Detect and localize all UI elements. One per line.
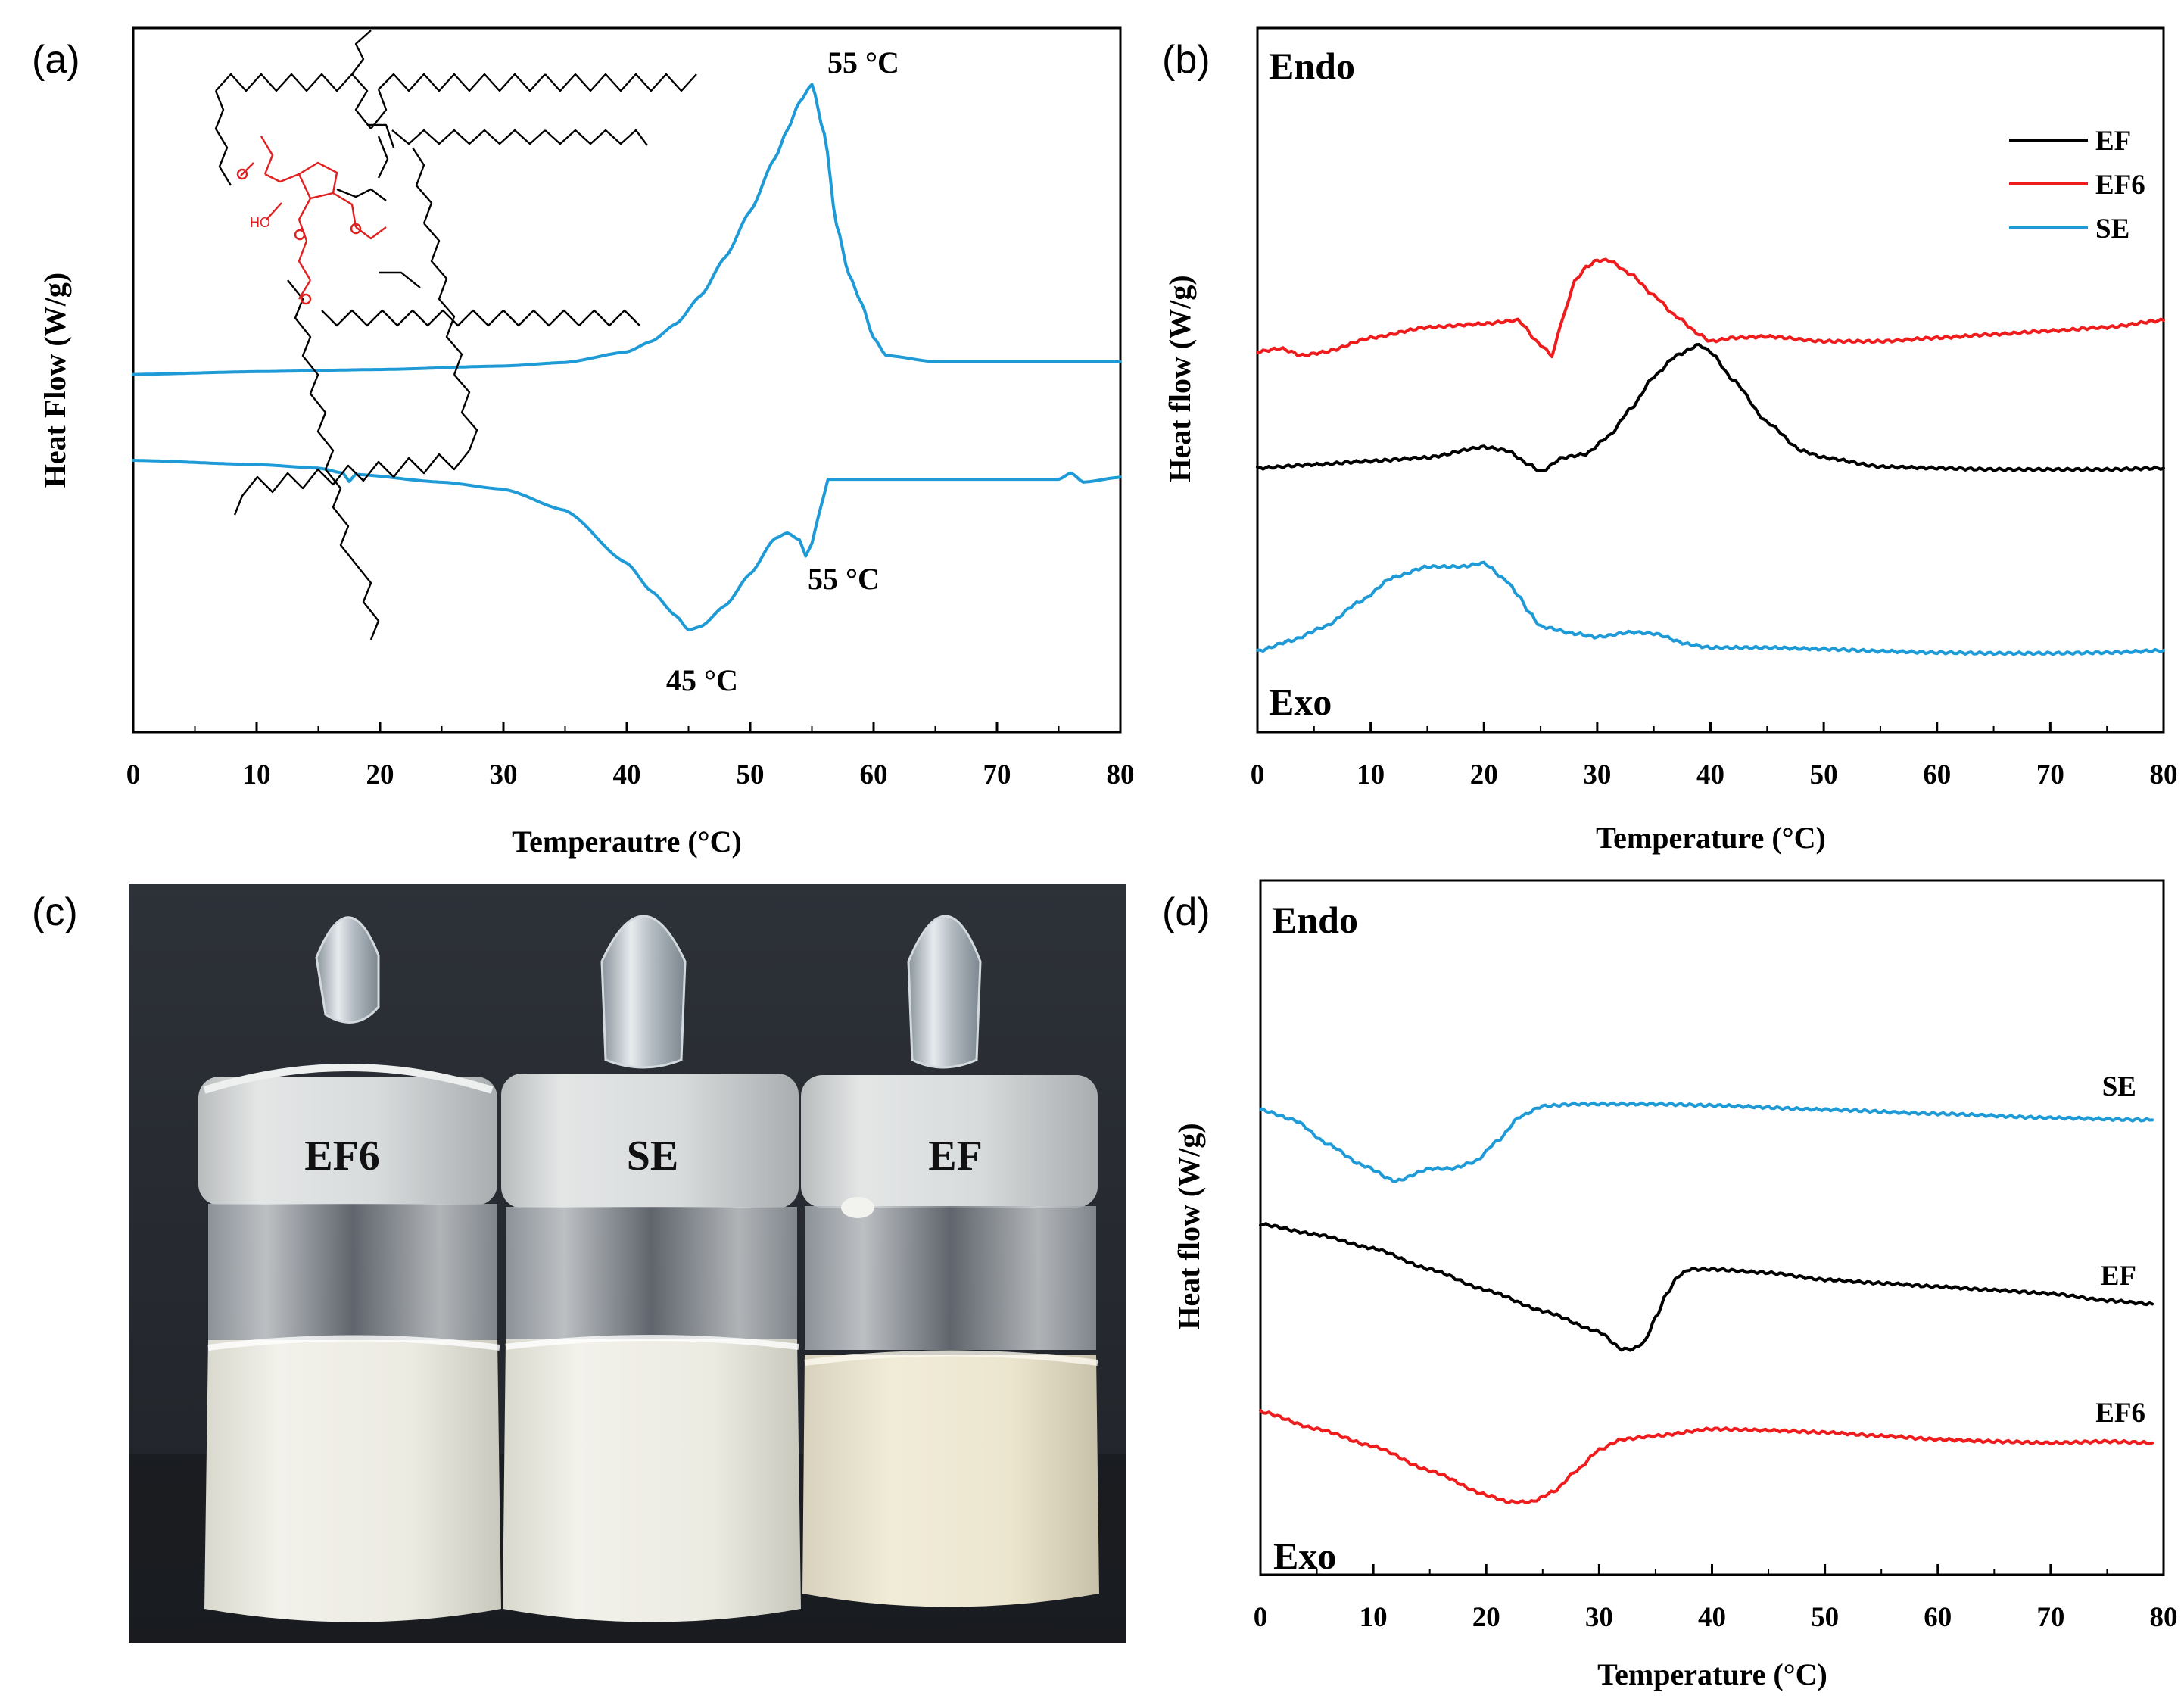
chart-d-x-tick-label: 10 [1360, 1602, 1388, 1633]
panel-label-b: (b) [1162, 38, 1210, 82]
jar-ef-glass [805, 1206, 1096, 1350]
chart-d-x-tick-label: 50 [1811, 1602, 1839, 1633]
chart-b-y-axis-label: Heat flow (W/g) [1163, 275, 1197, 482]
chart-d-x-tick-label: 60 [1924, 1602, 1952, 1633]
chart-b: 0 10 20 30 40 50 60 70 80 Temperature (°C) Heat … [1163, 26, 2178, 855]
jar-ef-cap [801, 1075, 1098, 1208]
chart-d-curve-label-ef: EF [2101, 1261, 2136, 1292]
chart-d-x-tick-label: 30 [1585, 1602, 1613, 1633]
chart-d-exo-label: Exo [1273, 1535, 1336, 1577]
photo-jars: EF6 SE EF [129, 884, 1126, 1643]
chart-d-x-axis-label: Temperature (°C) [1597, 1657, 1827, 1691]
jar-se-cap [501, 1074, 799, 1208]
chart-d-frame [1259, 879, 2165, 1576]
jar-ef6-glass [208, 1204, 497, 1340]
chart-b-x-tick-label: 10 [1357, 759, 1385, 790]
jar-ef-label: EF [928, 1133, 983, 1180]
chart-d-x-tick-label: 20 [1472, 1602, 1500, 1633]
chart-b-series-ef6 [1256, 257, 2165, 358]
chart-d: 0 10 20 30 40 50 60 70 80 Temperature (°C) Heat … [1172, 879, 2178, 1691]
svg-text:HO: HO [250, 215, 270, 230]
chart-d-curve-label-ef6: EF6 [2095, 1398, 2145, 1429]
chart-b-frame [1256, 26, 2165, 734]
panel-label-a: (a) [32, 38, 80, 82]
chemical-structure-inset [214, 30, 697, 640]
chemical-structure-core: HO [236, 136, 387, 305]
jar-se-glass [506, 1207, 797, 1339]
chart-b-x-tick-label: 70 [2036, 759, 2064, 790]
chart-b-x-ticks: 0 10 20 30 40 50 60 70 80 [1251, 722, 2178, 790]
jar-se-stopper [600, 915, 687, 1069]
chart-d-x-tick-label: 70 [2036, 1602, 2064, 1633]
chart-a-x-tick-label: 30 [490, 759, 518, 790]
chart-b-x-tick-label: 40 [1696, 759, 1724, 790]
chart-a-x-tick-label: 70 [983, 759, 1011, 790]
chart-d-series-ef [1259, 1222, 2154, 1352]
chart-d-endo-label: Endo [1272, 899, 1358, 941]
chart-a-series-cooling [132, 459, 1122, 632]
chart-d-x-tick-label: 80 [2150, 1602, 2178, 1633]
jar-ef-emulsion [802, 1355, 1099, 1607]
chart-a-x-tick-label: 60 [860, 759, 888, 790]
chart-d-curve-label-se: SE [2102, 1071, 2136, 1102]
chart-a-x-axis-label: Temperautre (°C) [512, 824, 742, 859]
chart-a-annotation-heating-peak: 55 °C [827, 45, 899, 79]
chart-b-x-tick-label: 30 [1583, 759, 1611, 790]
chart-b-legend: EF EF6 SE [2009, 126, 2145, 245]
chart-a-annotation-cooling-peak: 45 °C [666, 663, 738, 697]
chart-a-x-ticks: 0 10 20 30 40 50 60 70 80 [126, 722, 1135, 790]
chart-b-x-axis-label: Temperature (°C) [1596, 821, 1826, 855]
chart-b-curves [1256, 257, 2165, 656]
chart-a-x-tick-label: 50 [737, 759, 765, 790]
legend-label-se: SE [2095, 214, 2129, 245]
chart-a-frame [132, 26, 1122, 734]
chart-b-endo-label: Endo [1269, 45, 1355, 87]
chart-b-series-se [1256, 560, 2165, 656]
panel-label-d: (d) [1162, 890, 1210, 934]
chart-a-x-tick-label: 20 [366, 759, 394, 790]
chart-b-x-tick-label: 60 [1923, 759, 1951, 790]
chart-b-x-tick-label: 20 [1470, 759, 1498, 790]
chart-a-curves [132, 83, 1122, 632]
chart-a-x-tick-label: 80 [1107, 759, 1135, 790]
chart-d-x-tick-label: 40 [1698, 1602, 1726, 1633]
jar-ef6-label: EF6 [304, 1133, 380, 1180]
jar-ef6-emulsion [204, 1340, 501, 1622]
chart-b-x-tick-label: 80 [2150, 759, 2178, 790]
jar-ef6: EF6 [198, 916, 501, 1622]
chart-b-exo-label: Exo [1269, 681, 1332, 723]
jar-ef6-cap [198, 1077, 497, 1205]
jar-se-emulsion [503, 1339, 801, 1622]
chart-b-series-ef [1256, 343, 2165, 473]
chart-a-x-tick-label: 40 [613, 759, 641, 790]
jar-se-label: SE [627, 1133, 679, 1180]
chart-a-annotation-cooling-shoulder: 55 °C [808, 562, 880, 596]
jar-se: SE [501, 915, 801, 1622]
chart-d-y-axis-label: Heat flow (W/g) [1172, 1123, 1206, 1329]
chart-a-x-tick-label: 0 [126, 759, 141, 790]
legend-label-ef: EF [2095, 126, 2131, 157]
chart-a-x-tick-label: 10 [243, 759, 271, 790]
jar-ef-stopper [907, 915, 982, 1069]
chart-d-curves [1259, 1101, 2154, 1505]
chart-d-x-tick-label: 0 [1254, 1602, 1268, 1633]
chart-d-series-se [1259, 1101, 2154, 1183]
jar-ef6-stopper [315, 916, 380, 1024]
chart-d-series-ef6 [1259, 1409, 2154, 1505]
legend-label-ef6: EF6 [2095, 170, 2145, 201]
chart-b-x-tick-label: 50 [1810, 759, 1838, 790]
chart-b-x-tick-label: 0 [1251, 759, 1265, 790]
chart-d-x-ticks: 0 10 20 30 40 50 60 70 80 [1254, 1564, 2178, 1633]
jar-ef: EF [801, 915, 1099, 1607]
chart-a-y-axis-label: Heat Flow (W/g) [38, 273, 72, 488]
chart-a-series-heating [132, 83, 1122, 376]
panel-label-c: (c) [32, 890, 78, 934]
chart-a: 0 10 20 30 40 50 60 70 80 Temperautre (°C) Heat … [38, 26, 1135, 859]
